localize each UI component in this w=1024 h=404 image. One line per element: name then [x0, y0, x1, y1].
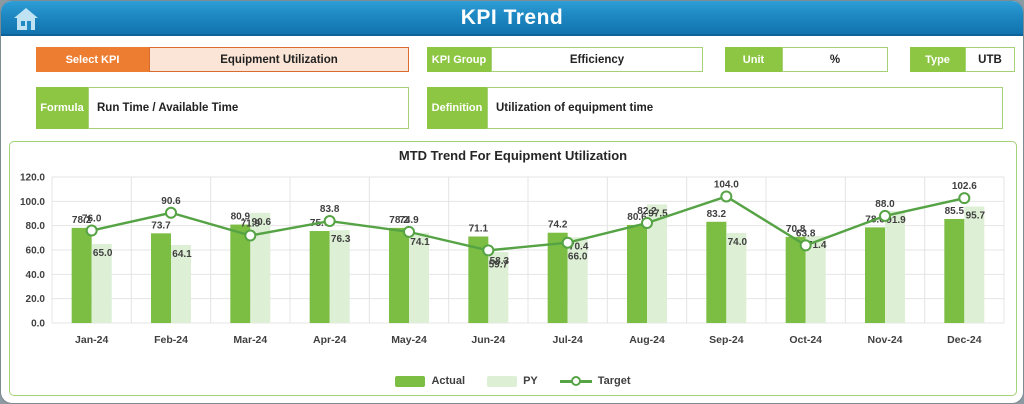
- unit-value: %: [782, 47, 888, 72]
- svg-text:59.7: 59.7: [489, 259, 509, 270]
- svg-text:58.3: 58.3: [490, 256, 510, 267]
- legend-label-py: PY: [523, 375, 538, 387]
- svg-text:40.0: 40.0: [26, 270, 46, 281]
- svg-text:73.7: 73.7: [151, 220, 171, 231]
- kpi-group-value: Efficiency: [491, 47, 703, 72]
- formula-value: Run Time / Available Time: [88, 87, 409, 129]
- svg-text:97.5: 97.5: [648, 208, 668, 219]
- svg-text:104.0: 104.0: [714, 179, 739, 190]
- svg-text:20.0: 20.0: [26, 294, 46, 305]
- svg-text:74.0: 74.0: [728, 237, 748, 248]
- svg-text:76.0: 76.0: [82, 214, 102, 225]
- page-title: KPI Trend: [460, 5, 564, 29]
- svg-text:78.2: 78.2: [389, 215, 409, 226]
- svg-text:85.5: 85.5: [945, 206, 965, 217]
- svg-text:80.9: 80.9: [231, 212, 251, 223]
- type-label: Type: [910, 47, 965, 72]
- svg-text:74.9: 74.9: [399, 215, 419, 226]
- svg-text:78.2: 78.2: [72, 215, 92, 226]
- svg-text:83.8: 83.8: [320, 204, 340, 215]
- legend-item-actual: Actual: [395, 375, 465, 387]
- svg-text:65.0: 65.0: [93, 248, 113, 259]
- svg-text:Jun-24: Jun-24: [471, 334, 505, 346]
- legend-label-actual: Actual: [431, 375, 466, 387]
- svg-text:Aug-24: Aug-24: [629, 334, 665, 346]
- svg-text:120.0: 120.0: [20, 173, 45, 184]
- svg-text:74.2: 74.2: [548, 220, 568, 231]
- mtd-trend-chart: 120.0 100.0 80.0 60.0 40.0 20.0 0.0 78.2 65.0 Jan…: [20, 173, 1005, 346]
- svg-text:Nov-24: Nov-24: [867, 334, 902, 346]
- header-bar: KPI Trend: [1, 1, 1023, 36]
- svg-text:May-24: May-24: [391, 334, 427, 346]
- legend-item-target: Target: [559, 375, 631, 387]
- svg-text:95.7: 95.7: [966, 211, 986, 222]
- svg-text:90.6: 90.6: [252, 217, 272, 228]
- svg-text:76.3: 76.3: [331, 234, 351, 245]
- select-kpi-label: Select KPI: [36, 47, 149, 72]
- type-value: UTB: [965, 47, 1015, 72]
- target-line-swatch: [559, 376, 592, 387]
- svg-text:Apr-24: Apr-24: [313, 334, 346, 346]
- actual-swatch: [395, 375, 426, 387]
- svg-text:71.9: 71.9: [241, 219, 261, 230]
- definition-value: Utilization of equipment time: [487, 87, 1003, 129]
- chart-title: MTD Trend For Equipment Utilization: [398, 148, 628, 163]
- svg-text:Mar-24: Mar-24: [233, 334, 267, 346]
- svg-text:80.0: 80.0: [26, 221, 46, 232]
- svg-text:Oct-24: Oct-24: [789, 334, 822, 346]
- legend-item-py: PY: [487, 375, 538, 387]
- svg-text:82.2: 82.2: [637, 206, 657, 217]
- svg-text:90.6: 90.6: [161, 196, 181, 207]
- unit-label: Unit: [725, 47, 782, 72]
- svg-text:Jan-24: Jan-24: [75, 334, 108, 346]
- svg-text:74.1: 74.1: [410, 237, 430, 248]
- svg-text:63.8: 63.8: [796, 228, 816, 239]
- formula-label: Formula: [36, 87, 88, 129]
- svg-text:102.6: 102.6: [952, 181, 977, 192]
- svg-text:70.4: 70.4: [569, 241, 589, 252]
- svg-text:71.1: 71.1: [469, 223, 489, 234]
- svg-text:60.0: 60.0: [26, 246, 46, 257]
- svg-text:64.1: 64.1: [172, 249, 192, 260]
- svg-text:Jul-24: Jul-24: [552, 334, 583, 346]
- select-kpi-value[interactable]: Equipment Utilization: [149, 47, 409, 72]
- svg-text:70.8: 70.8: [786, 224, 806, 235]
- svg-text:80.6: 80.6: [627, 212, 647, 223]
- definition-label: Definition: [427, 87, 487, 129]
- svg-text:71.4: 71.4: [807, 240, 827, 251]
- svg-text:83.2: 83.2: [707, 209, 727, 220]
- svg-text:Feb-24: Feb-24: [154, 334, 188, 346]
- chart-panel: MTD Trend For Equipment Utilization 120.…: [9, 141, 1017, 396]
- svg-text:Dec-24: Dec-24: [947, 334, 982, 346]
- svg-text:66.0: 66.0: [568, 252, 588, 263]
- svg-text:0.0: 0.0: [31, 319, 45, 330]
- svg-text:88.0: 88.0: [875, 199, 895, 210]
- home-icon: [14, 7, 38, 30]
- home-button[interactable]: [11, 5, 41, 32]
- kpi-group-label: KPI Group: [427, 47, 491, 72]
- py-swatch: [487, 375, 518, 387]
- svg-text:Sep-24: Sep-24: [709, 334, 744, 346]
- svg-text:91.9: 91.9: [886, 215, 906, 226]
- legend-label-target: Target: [597, 375, 631, 387]
- chart-legend: Actual PY Target: [10, 370, 1016, 392]
- svg-text:100.0: 100.0: [20, 197, 45, 208]
